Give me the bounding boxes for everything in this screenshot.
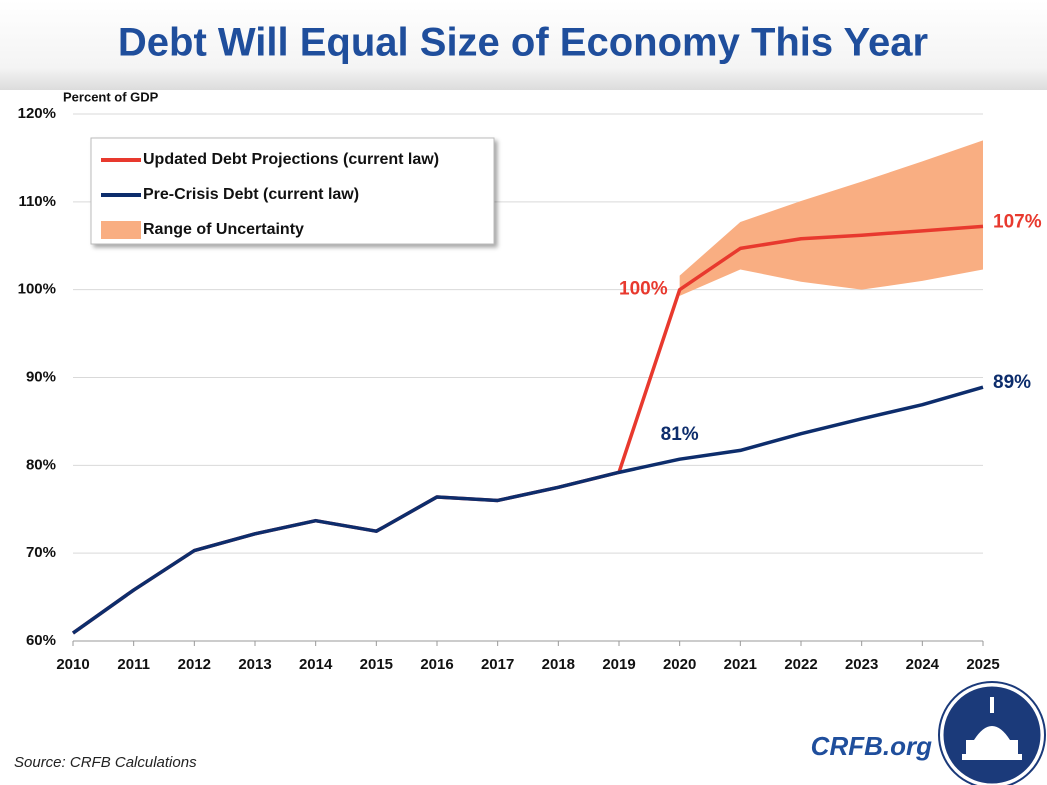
x-tick-label: 2012 <box>178 656 211 673</box>
x-tick-label: 2015 <box>360 656 393 673</box>
legend-label: Pre-Crisis Debt (current law) <box>143 186 359 203</box>
logo <box>938 681 1046 785</box>
x-tick-label: 2018 <box>542 656 575 673</box>
y-tick-label: 70% <box>26 544 56 561</box>
header-band <box>0 0 1047 90</box>
uncertainty-band <box>679 140 983 296</box>
y-tick-label: 110% <box>18 193 56 210</box>
x-tick-label: 2020 <box>663 656 696 673</box>
x-tick-label: 2011 <box>117 656 150 673</box>
x-tick-label: 2021 <box>724 656 757 673</box>
legend-items: Updated Debt Projections (current law) Pr… <box>101 151 439 239</box>
data-label: 81% <box>661 424 699 445</box>
x-tick-label: 2016 <box>420 656 453 673</box>
logo-capitol <box>962 697 1022 760</box>
x-tick-label: 2014 <box>299 656 333 673</box>
x-tick-label: 2017 <box>481 656 514 673</box>
x-tick-label: 2013 <box>238 656 271 673</box>
x-tick-label: 2025 <box>966 656 999 673</box>
x-tick-label: 2010 <box>56 656 89 673</box>
legend-box <box>90 137 495 245</box>
data-label: 100% <box>619 279 668 300</box>
y-tick-label: 100% <box>18 281 56 298</box>
y-tick-label: 120% <box>18 105 56 122</box>
x-tick-label: 2019 <box>602 656 635 673</box>
legend-label: Updated Debt Projections (current law) <box>143 151 439 168</box>
plot-area: 60% 70% 80% 90% 100% 110% 120% 2010 2011 2012 2013… <box>18 105 1042 673</box>
x-tick-label: 2024 <box>906 656 940 673</box>
y-tick-label: 60% <box>26 632 56 649</box>
legend: Updated Debt Projections (current law) Pr… <box>90 137 495 245</box>
logo-ring <box>938 681 1046 785</box>
y-axis-label: Percent of GDP <box>63 89 159 104</box>
x-tick-label: 2023 <box>845 656 878 673</box>
data-label: 107% <box>993 211 1042 232</box>
y-tick-label: 90% <box>26 368 56 385</box>
series-line <box>71 385 984 635</box>
y-tick-label: 80% <box>26 456 56 473</box>
x-tick-label: 2022 <box>784 656 817 673</box>
legend-swatch <box>101 221 141 239</box>
brand-text: CRFB.org <box>811 731 932 761</box>
chart-title: Debt Will Equal Size of Economy This Yea… <box>118 21 928 65</box>
data-label: 89% <box>993 372 1031 393</box>
legend-label: Range of Uncertainty <box>143 221 304 238</box>
source-note: Source: CRFB Calculations <box>14 754 197 771</box>
